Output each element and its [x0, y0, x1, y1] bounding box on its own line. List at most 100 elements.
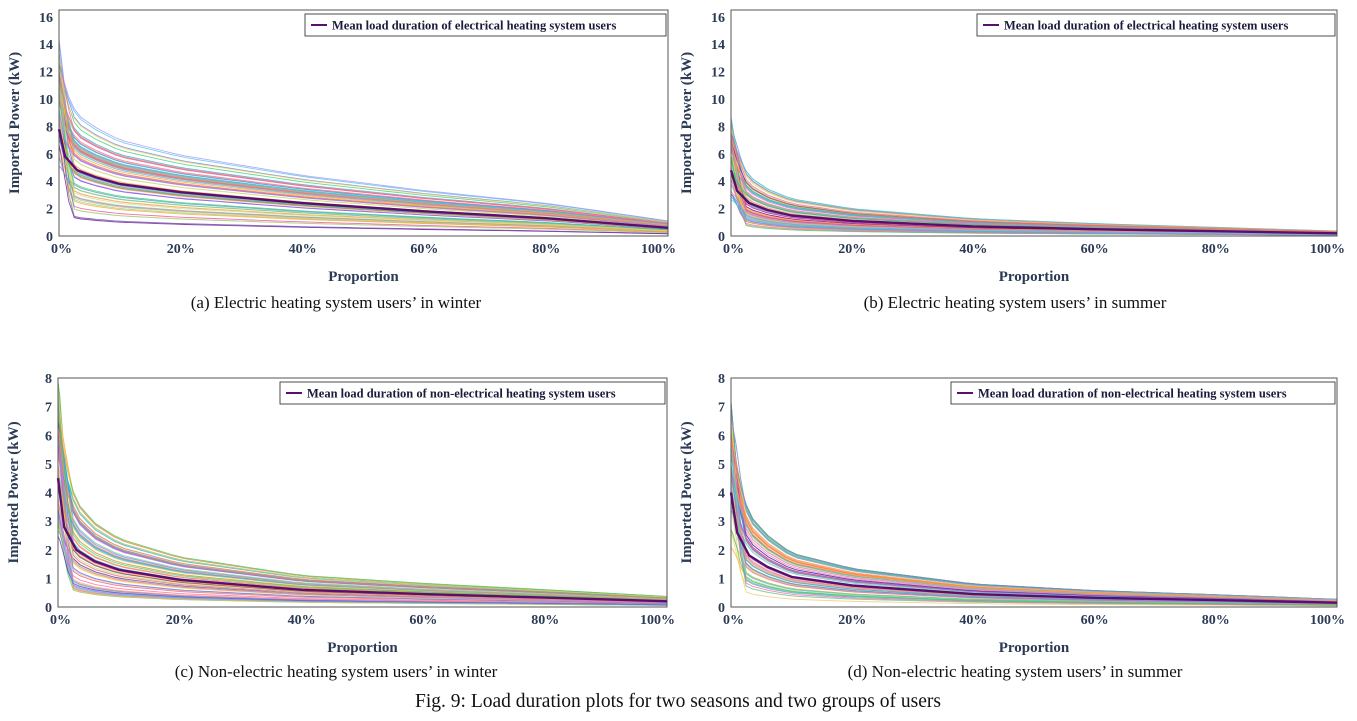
subcaption-d: (d) Non-electric heating system users’ i…	[848, 662, 1183, 681]
legend-label: Mean load duration of non-electrical hea…	[307, 387, 616, 401]
y-tick-label: 0	[45, 601, 52, 616]
y-tick-label: 4	[45, 487, 52, 502]
y-tick-label: 10	[39, 93, 53, 108]
user-curve	[730, 441, 1338, 605]
user-curve	[730, 199, 1338, 235]
legend: Mean load duration of electrical heating…	[304, 13, 667, 37]
user-curve	[730, 424, 1338, 601]
y-tick-label: 0	[718, 230, 725, 245]
legend-label: Mean load duration of electrical heating…	[1004, 19, 1288, 33]
user-curve	[58, 82, 669, 228]
user-curve	[58, 115, 669, 232]
user-curve	[730, 494, 1338, 604]
user-curves	[730, 401, 1338, 607]
y-tick-label: 6	[718, 148, 725, 163]
user-curve	[58, 82, 669, 228]
y-tick-label: 8	[718, 120, 725, 135]
y-tick-label: 4	[718, 487, 725, 502]
user-curves	[58, 39, 669, 235]
y-tick-label: 7	[45, 401, 52, 416]
x-tick-label: 80%	[1202, 613, 1230, 628]
user-curve	[57, 398, 668, 599]
y-tick-label: 14	[711, 38, 725, 53]
plot-frame	[730, 377, 1338, 608]
subcaption-a: (a) Electric heating system users’ in wi…	[191, 293, 482, 312]
x-tick-label: 0%	[723, 613, 744, 628]
user-curve	[730, 139, 1338, 233]
figure-caption: Fig. 9: Load duration plots for two seas…	[415, 691, 941, 712]
y-tick-label: 4	[718, 175, 725, 190]
user-curve	[57, 412, 668, 602]
mean-series-line	[729, 492, 1338, 604]
x-tick-label: 60%	[409, 613, 437, 628]
user-curve	[57, 405, 668, 599]
x-tick-label: 60%	[410, 242, 438, 257]
subcaption-b: (b) Electric heating system users’ in su…	[864, 293, 1167, 312]
user-curve	[730, 179, 1338, 236]
y-tick-label: 10	[711, 93, 725, 108]
user-curve	[57, 418, 668, 601]
x-tick-label: 100%	[640, 613, 675, 628]
x-axis-label: Proportion	[999, 640, 1070, 656]
user-curve	[58, 87, 669, 232]
user-curve	[730, 529, 1338, 606]
legend-label: Mean load duration of non-electrical hea…	[978, 387, 1287, 401]
chart-1: 0 2 4 6 8 10 12 14 16 0% 20% 40% 60% 80% 100% Proportio…	[679, 9, 1345, 285]
user-curve	[57, 424, 668, 600]
user-curve	[58, 54, 669, 223]
x-tick-label: 0%	[51, 242, 72, 257]
user-curve	[730, 116, 1338, 232]
mean-series-line	[56, 478, 668, 603]
user-curve	[730, 431, 1338, 601]
user-curve	[58, 120, 669, 232]
y-axis-label: Imported Power (kW)	[679, 421, 695, 563]
user-curve	[730, 481, 1338, 606]
y-tick-label: 5	[45, 458, 52, 473]
user-curve	[58, 74, 669, 226]
user-curve	[58, 69, 669, 224]
y-tick-label: 2	[718, 544, 725, 559]
legend-box	[304, 13, 667, 37]
y-tick-label: 1	[718, 572, 725, 587]
user-curve	[730, 438, 1338, 602]
user-curve	[730, 415, 1338, 601]
y-tick-label: 12	[39, 66, 53, 81]
user-curve	[58, 80, 669, 225]
user-curve	[730, 490, 1338, 604]
x-tick-label: 40%	[289, 242, 317, 257]
user-curve	[730, 465, 1338, 606]
y-tick-label: 0	[46, 230, 53, 245]
user-curve	[57, 432, 668, 604]
y-tick-label: 0	[718, 601, 725, 616]
user-curve	[57, 406, 668, 603]
legend-box	[279, 381, 666, 405]
x-tick-label: 20%	[166, 613, 194, 628]
plot-frame	[730, 9, 1338, 237]
user-curve	[57, 384, 668, 598]
x-axis-label: Proportion	[328, 269, 399, 285]
y-tick-label: 6	[46, 148, 53, 163]
user-curve	[57, 412, 668, 599]
user-curve	[58, 144, 669, 235]
x-axis-label: Proportion	[999, 269, 1070, 285]
user-curve	[730, 431, 1338, 601]
user-curve	[57, 504, 668, 606]
x-tick-label: 0%	[723, 242, 744, 257]
user-curve	[58, 111, 669, 227]
user-curve	[57, 434, 668, 600]
user-curve	[730, 145, 1338, 233]
user-curve	[730, 502, 1338, 607]
user-curve	[730, 474, 1338, 603]
user-curve	[58, 145, 669, 233]
x-tick-label: 40%	[288, 613, 316, 628]
y-tick-label: 16	[39, 11, 53, 26]
y-tick-label: 16	[711, 11, 725, 26]
user-curve	[730, 435, 1338, 605]
y-tick-label: 1	[45, 572, 52, 587]
x-tick-label: 80%	[1202, 242, 1230, 257]
user-curve	[57, 382, 668, 597]
user-curve	[730, 132, 1338, 233]
user-curve	[730, 423, 1338, 601]
